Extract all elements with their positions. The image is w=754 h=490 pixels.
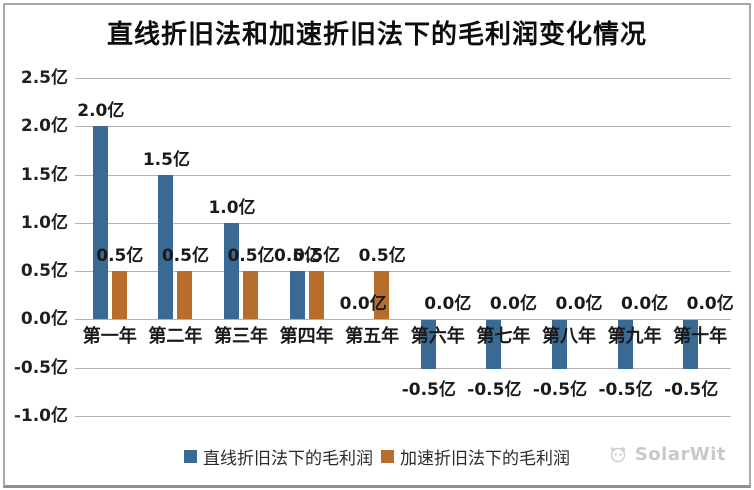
y-axis-tick-label: -0.5亿: [13, 357, 68, 378]
bar-value-label: -0.5亿: [467, 379, 522, 400]
bar-straight-line: [420, 320, 436, 369]
y-axis-tick-label: 1.0亿: [20, 212, 68, 233]
bar-value-label: 0.5亿: [274, 246, 322, 267]
bar-value-label: -0.5亿: [532, 379, 588, 400]
x-axis-category-label: 第一年: [82, 326, 137, 347]
y-axis-tick-label: 0.0亿: [20, 309, 68, 330]
bar-accelerated: [243, 271, 258, 320]
gridline: [75, 222, 731, 224]
y-axis-tick-label: 0.5亿: [20, 261, 68, 282]
legend-item-straight-line: 直线折旧法下的毛利润: [184, 444, 373, 469]
bar-straight-line: [92, 126, 108, 320]
legend: 直线折旧法下的毛利润 加速折旧法下的毛利润: [0, 444, 754, 469]
bar-value-label: -0.5亿: [664, 379, 719, 400]
bar-value-label: 0.5亿: [358, 246, 406, 267]
gridline: [75, 78, 731, 79]
bar-accelerated: [374, 271, 390, 320]
bar-value-label: 0.0亿: [424, 294, 472, 315]
gridline: [75, 271, 731, 273]
x-axis-category-label: 第八年: [542, 326, 596, 347]
watermark-text: SolarWit: [634, 443, 726, 465]
y-axis-tick-label: 1.5亿: [20, 164, 68, 185]
bar-value-label: 1.0亿: [208, 197, 256, 218]
chart-title: 直线折旧法和加速折旧法下的毛利润变化情况: [106, 20, 647, 50]
y-axis-tick-label: -1.0亿: [13, 406, 68, 426]
bar-value-label: 0.0亿: [339, 294, 387, 315]
bar-value-label: 0.0亿: [555, 294, 603, 315]
bar-accelerated: [177, 271, 193, 320]
bar-straight-line: [289, 271, 305, 320]
bar-value-label: -0.5亿: [598, 379, 653, 400]
bar-value-label: 0.5亿: [96, 246, 144, 267]
bar-value-label: 0.0亿: [489, 294, 537, 315]
gridline: [75, 319, 731, 321]
gridline: [75, 367, 731, 369]
bar-accelerated: [111, 271, 127, 320]
bar-straight-line: [617, 320, 633, 369]
watermark: SolarWit: [607, 443, 726, 465]
x-axis-category-label: 第三年: [214, 326, 268, 347]
gridline: [75, 126, 731, 128]
bar-value-label: 0.0亿: [686, 294, 734, 315]
gridline: [75, 174, 731, 176]
bar-value-label: 0.5亿: [161, 246, 209, 267]
legend-label-straight-line: 直线折旧法下的毛利润: [203, 449, 373, 469]
legend-label-accelerated: 加速折旧法下的毛利润: [400, 449, 570, 469]
legend-item-accelerated: 加速折旧法下的毛利润: [381, 444, 570, 469]
x-axis-category-label: 第九年: [607, 326, 662, 347]
bar-value-label: 1.5亿: [142, 149, 190, 170]
bar-value-label: -0.5亿: [401, 379, 456, 400]
bar-straight-line: [486, 320, 502, 369]
bar-straight-line: [224, 222, 239, 320]
bar-value-label: 0.0亿: [621, 294, 669, 315]
x-axis-category-label: 第六年: [410, 326, 465, 347]
bar-straight-line: [552, 320, 567, 369]
bar-straight-line: [683, 320, 699, 369]
panda-logo-icon: [610, 447, 626, 463]
legend-swatch-accelerated: [381, 450, 394, 463]
bar-value-label: 2.0亿: [77, 101, 125, 122]
x-axis-category-label: 第四年: [279, 326, 334, 347]
x-axis-category-label: 第二年: [148, 326, 203, 347]
bar-value-label: 0.5亿: [293, 246, 341, 267]
bar-value-label: 0.5亿: [227, 246, 275, 267]
y-axis-tick-label: 2.0亿: [20, 116, 68, 137]
legend-swatch-straight-line: [184, 450, 197, 463]
bar-straight-line: [158, 174, 174, 320]
y-axis-tick-label: 2.5亿: [20, 68, 68, 88]
x-axis-category-label: 第七年: [476, 326, 531, 347]
gridline: [75, 416, 731, 417]
x-axis-category-label: 第十年: [673, 326, 728, 347]
bar-accelerated: [308, 271, 324, 320]
x-axis-category-label: 第五年: [345, 326, 400, 347]
